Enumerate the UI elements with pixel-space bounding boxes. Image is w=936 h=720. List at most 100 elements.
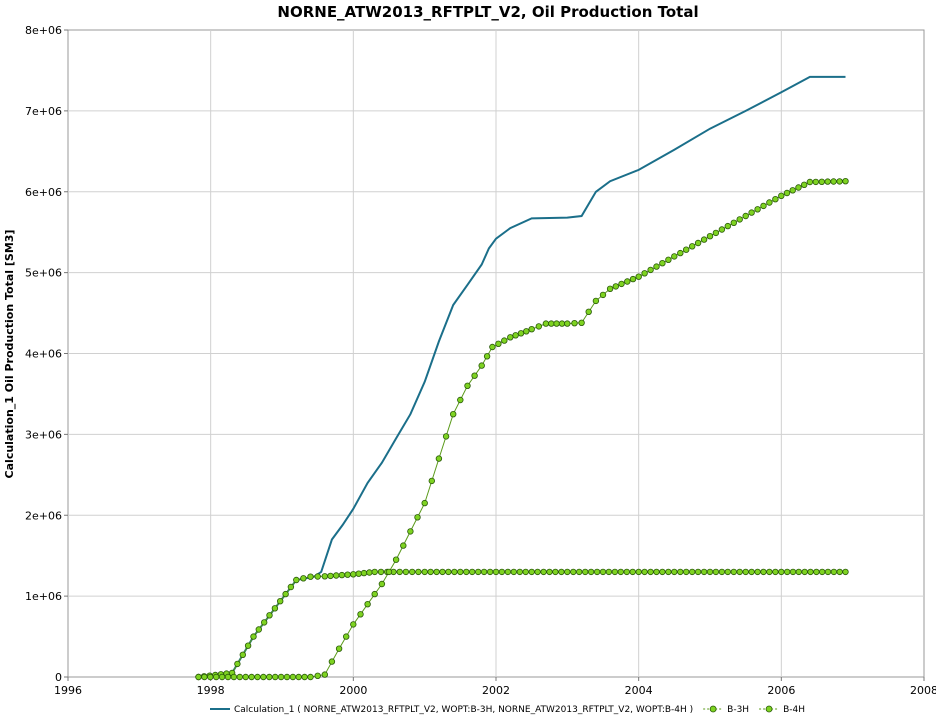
data-point: [445, 568, 452, 576]
data-point: [516, 568, 523, 576]
data-point: [830, 178, 837, 185]
data-point: [277, 673, 285, 681]
data-point: [606, 285, 614, 292]
legend-swatch-marker: [709, 705, 717, 713]
data-point: [338, 571, 346, 579]
legend-label: Calculation_1 ( NORNE_ATW2013_RFTPLT_V2,…: [234, 705, 693, 715]
data-point: [307, 673, 314, 681]
data-point: [772, 568, 779, 576]
data-point: [371, 590, 378, 598]
data-point: [578, 319, 585, 326]
data-point: [694, 568, 702, 576]
data-point: [287, 583, 295, 591]
data-point: [612, 283, 619, 290]
data-point: [712, 568, 720, 576]
data-point: [483, 353, 491, 360]
data-point: [617, 568, 624, 576]
data-point: [807, 568, 814, 576]
data-point: [593, 568, 601, 576]
chart-title: NORNE_ATW2013_RFTPLT_V2, Oil Production …: [277, 3, 698, 21]
data-point: [244, 642, 252, 649]
data-point: [677, 249, 684, 257]
data-point: [195, 673, 202, 681]
data-point: [371, 568, 378, 576]
x-tick-label: 1996: [54, 684, 82, 697]
data-point: [813, 568, 820, 576]
data-point: [571, 320, 578, 327]
data-point: [201, 673, 208, 681]
data-point: [504, 568, 512, 576]
data-point: [689, 243, 696, 250]
data-point: [435, 455, 443, 462]
data-point: [523, 328, 530, 335]
data-point: [736, 568, 743, 576]
data-point: [528, 326, 535, 333]
data-point: [801, 568, 808, 576]
data-point: [314, 672, 321, 679]
data-point: [635, 568, 642, 576]
data-point: [552, 568, 559, 576]
data-point: [321, 573, 328, 580]
data-point: [789, 187, 796, 194]
data-point: [754, 568, 761, 576]
data-point: [248, 673, 255, 681]
data-point: [260, 673, 267, 681]
data-point: [671, 253, 678, 260]
data-point: [364, 601, 371, 608]
data-point: [766, 568, 773, 576]
data-point: [478, 362, 485, 369]
data-point: [486, 568, 494, 576]
data-point: [254, 673, 261, 681]
data-point: [700, 568, 708, 576]
data-point: [402, 568, 410, 576]
data-point: [599, 568, 607, 576]
data-point: [718, 226, 726, 233]
data-point: [629, 568, 636, 576]
data-point: [224, 673, 232, 681]
data-point: [534, 568, 541, 576]
data-point: [570, 568, 577, 576]
data-point: [760, 568, 767, 576]
data-point: [492, 568, 500, 576]
x-tick-label: 2006: [767, 684, 795, 697]
data-point: [605, 568, 613, 576]
data-point: [558, 568, 565, 576]
data-point: [824, 568, 832, 576]
data-point: [510, 568, 517, 576]
data-point: [212, 673, 220, 681]
data-point: [730, 568, 737, 576]
data-point: [234, 660, 241, 668]
data-point: [542, 320, 550, 327]
data-point: [333, 572, 340, 579]
data-point: [357, 611, 364, 618]
x-tick-label: 2004: [625, 684, 653, 697]
data-point: [236, 673, 243, 681]
data-point: [307, 573, 314, 580]
data-point: [350, 571, 357, 578]
data-point: [665, 568, 672, 576]
data-point: [842, 568, 849, 576]
data-point: [700, 236, 708, 243]
data-point: [271, 605, 279, 612]
data-point: [576, 568, 583, 576]
data-point: [712, 229, 720, 237]
data-point: [548, 320, 555, 327]
data-point: [748, 209, 755, 216]
data-point: [282, 590, 289, 598]
data-point: [385, 568, 393, 576]
data-point: [421, 568, 428, 576]
y-tick-label: 0: [55, 671, 62, 684]
y-axis-label: Calculation_1 Oil Production Total [SM3]: [3, 230, 16, 479]
x-tick-labels: 1996 1998 2000 2002 2004 2006 2008: [54, 684, 936, 697]
data-point: [517, 330, 525, 337]
y-tick-label: 7e+06: [25, 105, 62, 118]
data-point: [512, 332, 519, 339]
data-point: [748, 568, 755, 576]
data-point: [587, 568, 595, 576]
data-point: [343, 633, 350, 640]
legend-label: B-4H: [783, 705, 805, 715]
data-point: [471, 372, 478, 379]
data-point: [360, 569, 368, 577]
data-point: [766, 199, 773, 206]
